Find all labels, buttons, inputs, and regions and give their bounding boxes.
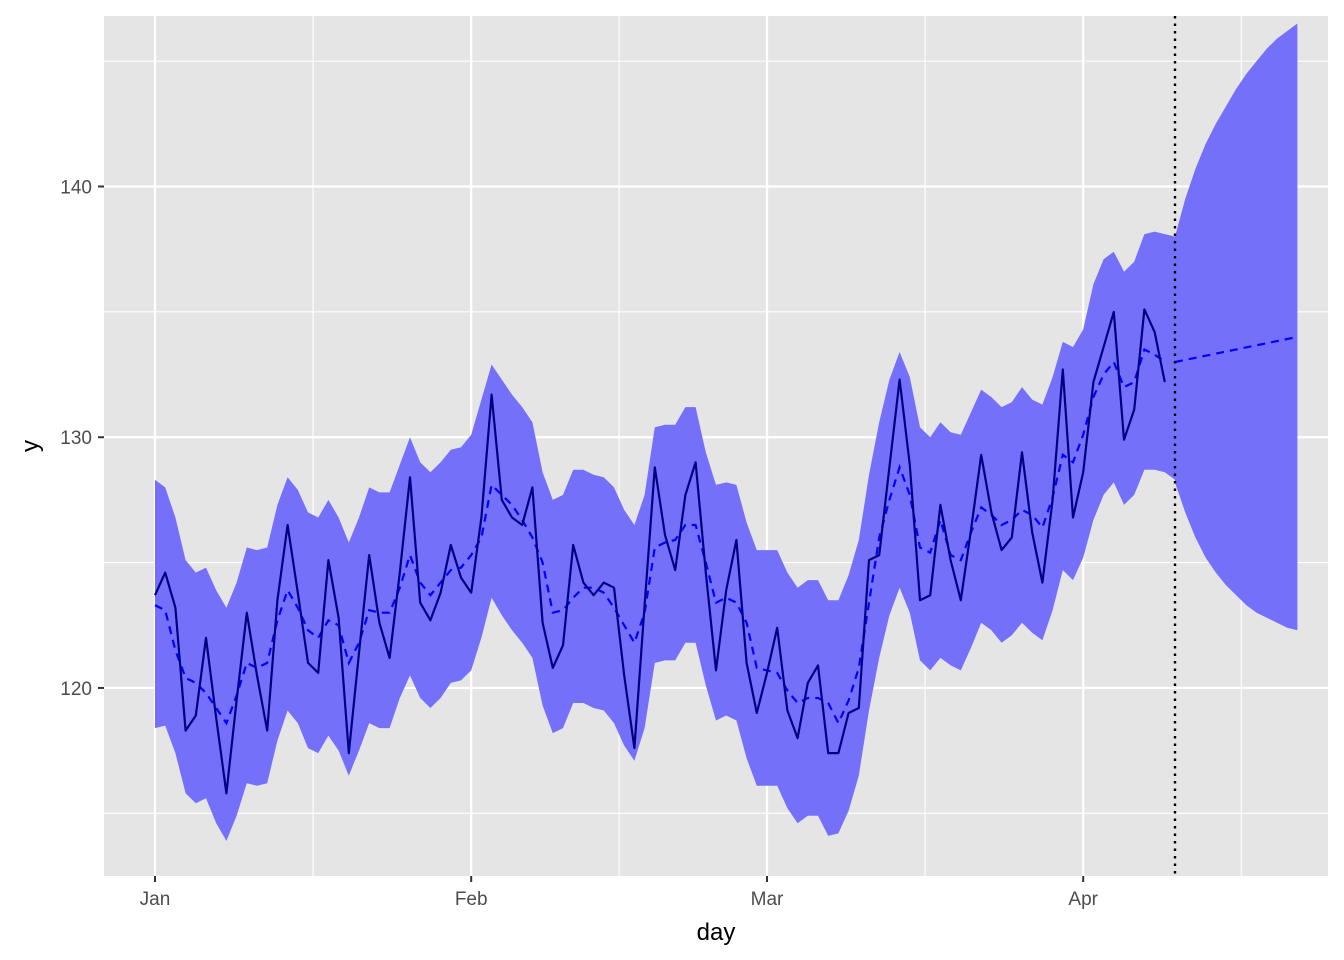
- fitted-line: [154, 347, 1166, 726]
- x-tick-label: Feb: [455, 889, 488, 910]
- series-lines: [153, 16, 1298, 876]
- y-tick-label: 130: [60, 428, 92, 449]
- forecast-confidence-band: [1175, 23, 1298, 631]
- x-tick-label: Mar: [751, 889, 784, 910]
- y-tick-label: 140: [60, 177, 92, 198]
- x-tick-label: Apr: [1068, 889, 1098, 910]
- observed-line: [153, 308, 1166, 795]
- axes: Jan Feb Mar Apr 120 130 140: [60, 177, 1098, 910]
- forecast-line: [1174, 335, 1298, 364]
- y-axis-title: y: [17, 440, 44, 452]
- x-axis-title: day: [697, 919, 736, 946]
- y-tick-label: 120: [60, 679, 92, 700]
- x-tick-label: Jan: [140, 889, 171, 910]
